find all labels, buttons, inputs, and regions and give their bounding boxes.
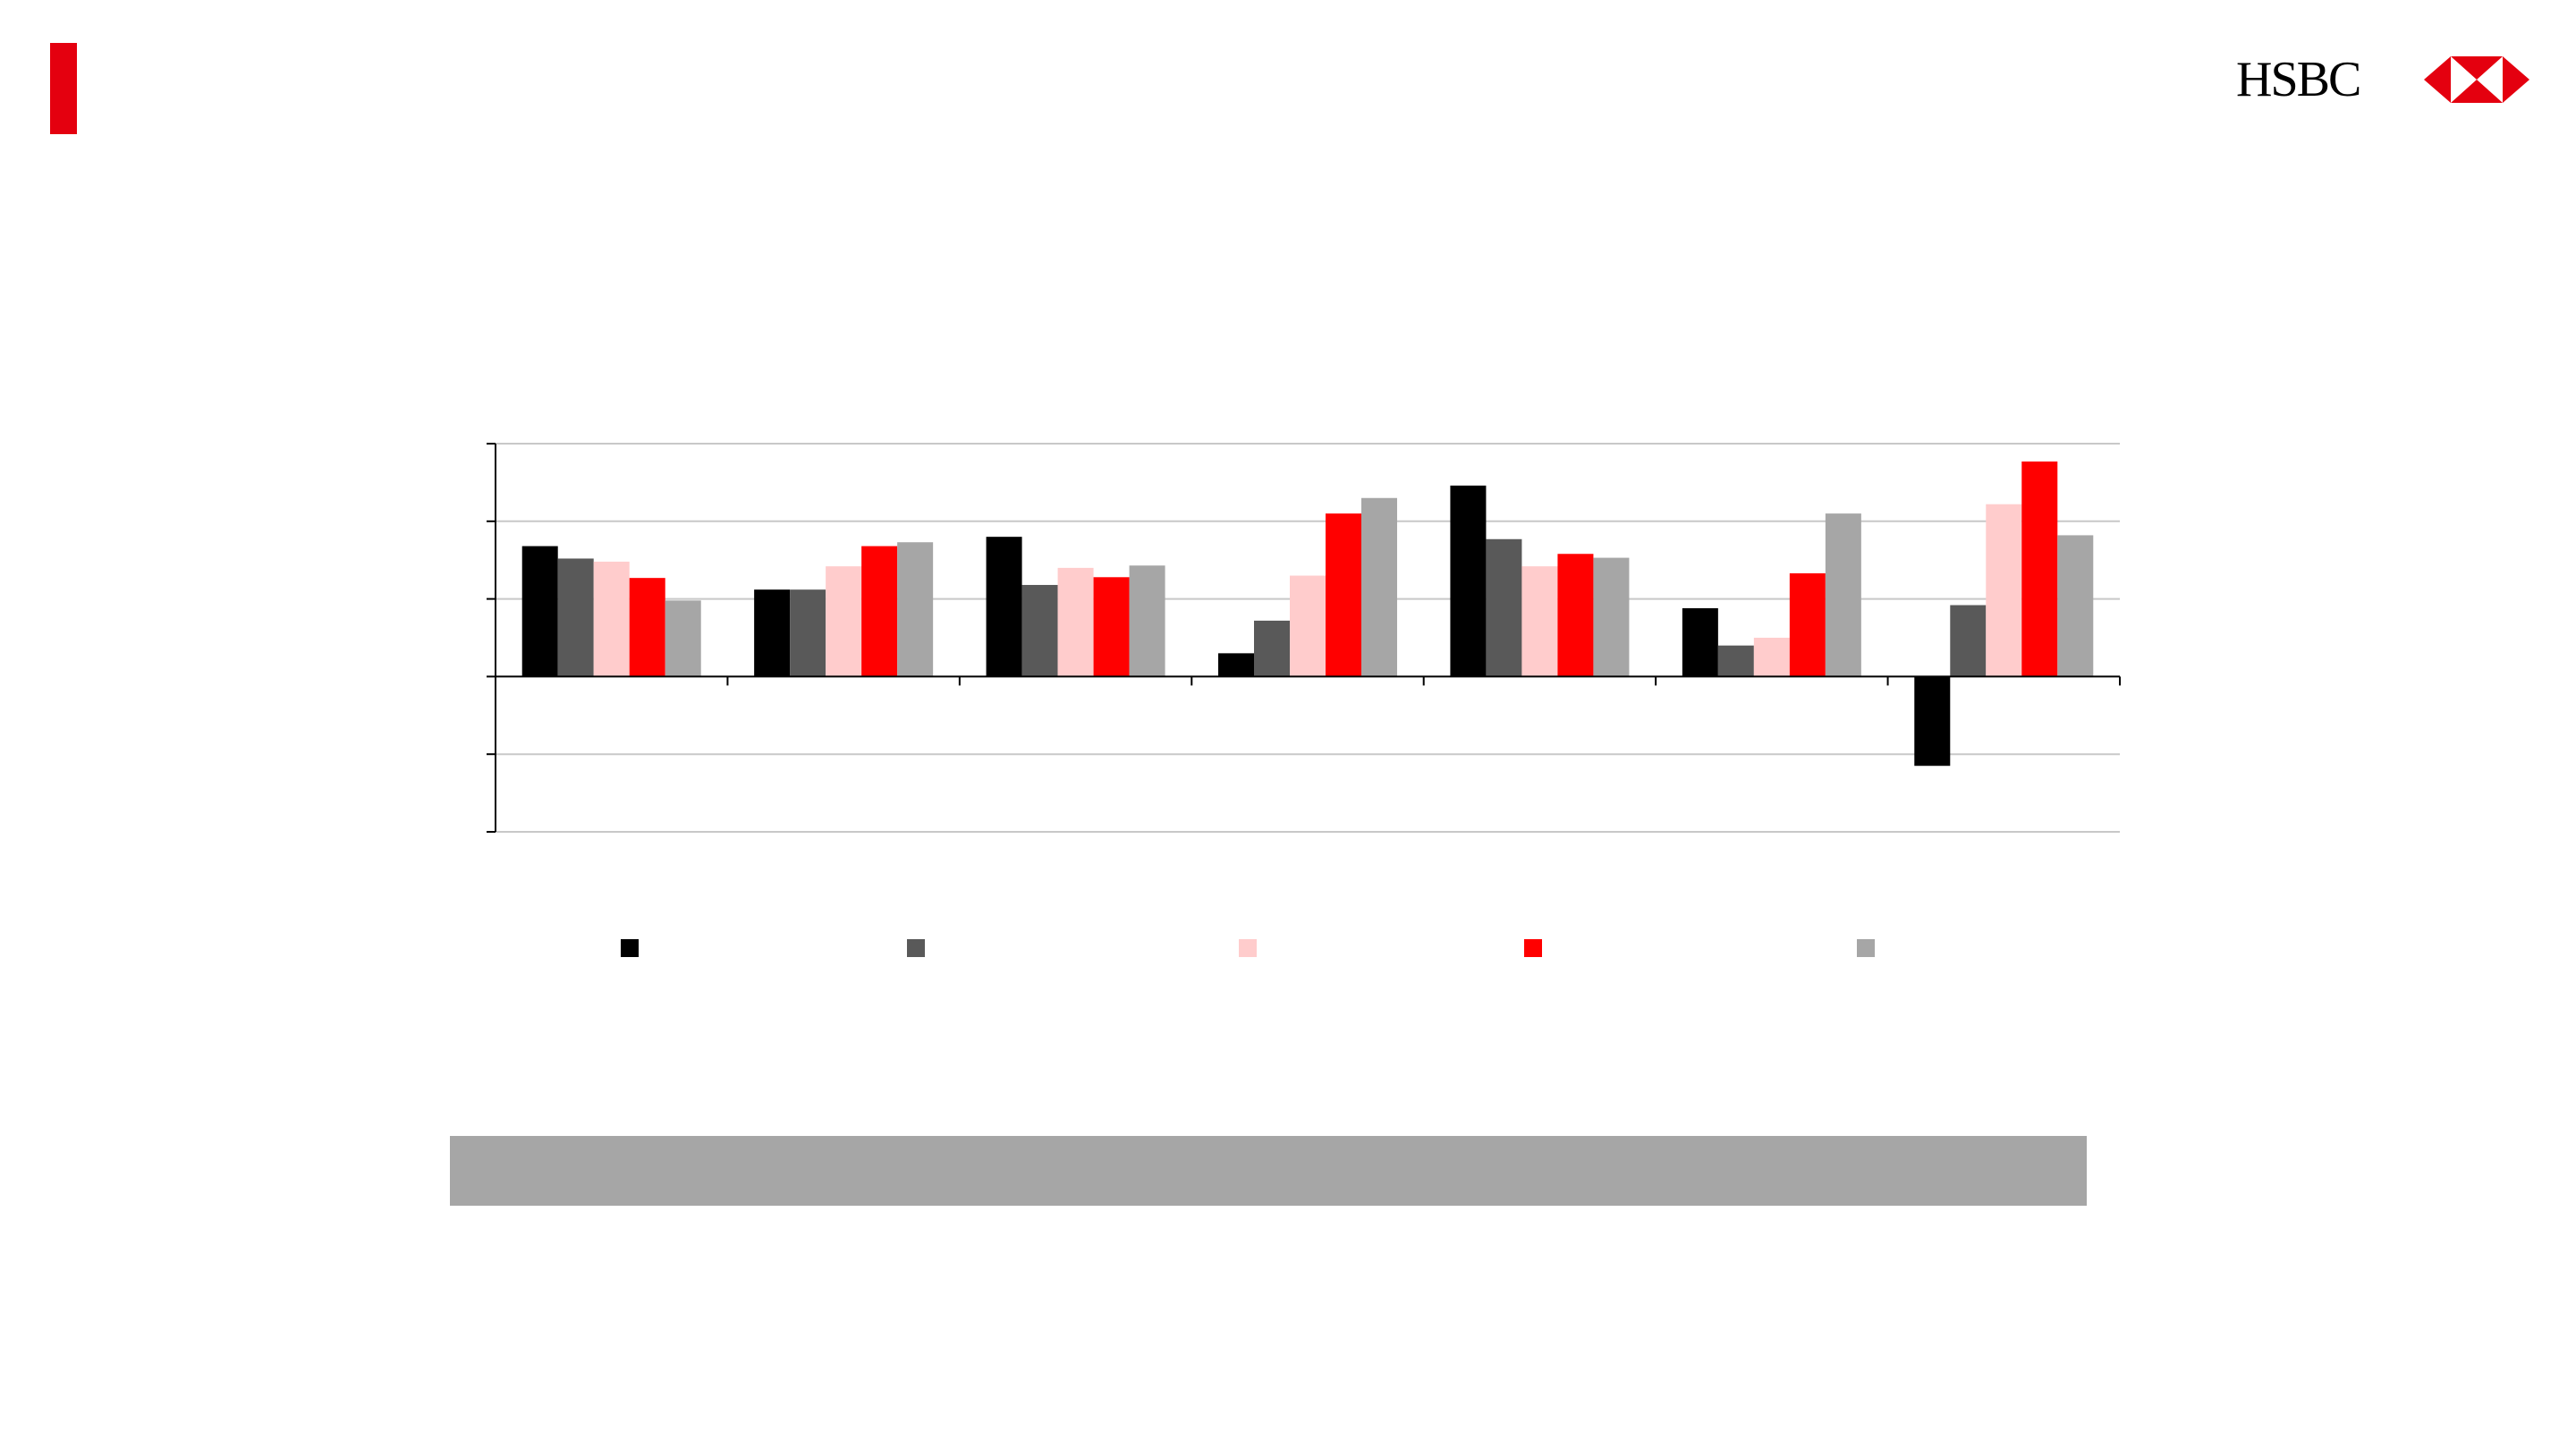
bar-series-5-category-2 [897, 542, 934, 677]
bar-series-2-category-3 [1021, 584, 1058, 677]
bar-series-1-category-1 [521, 546, 558, 677]
bar-series-4-category-1 [629, 578, 665, 677]
bar-series-2-category-1 [557, 558, 594, 677]
legend-swatch [907, 939, 925, 957]
bar-series-1-category-2 [754, 589, 791, 677]
bar-series-5-category-1 [665, 600, 701, 677]
note-bar [450, 1136, 2087, 1206]
legend-item [1239, 930, 1257, 966]
legend-item [1524, 930, 1542, 966]
legend-item [1857, 930, 1875, 966]
bar-series-3-category-3 [1057, 567, 1094, 677]
bar-series-2-category-7 [1950, 605, 1987, 677]
legend-swatch [621, 939, 639, 957]
hsbc-logo: HSBC [2236, 52, 2540, 107]
bar-series-3-category-4 [1290, 575, 1326, 677]
bar-series-5-category-4 [1361, 497, 1397, 677]
accent-bar [50, 43, 77, 134]
legend-item [621, 930, 639, 966]
bar-series-3-category-1 [593, 561, 630, 677]
hsbc-hexagon-icon [2424, 56, 2529, 103]
legend-swatch [1524, 939, 1542, 957]
bar-series-3-category-5 [1521, 566, 1558, 677]
bar-series-5-category-6 [1825, 513, 1861, 677]
bar-series-4-category-2 [861, 546, 898, 677]
bar-series-4-category-3 [1093, 577, 1130, 677]
logo-text: HSBC [2236, 52, 2361, 107]
legend-item [907, 930, 925, 966]
bar-series-2-category-4 [1254, 620, 1290, 677]
bar-series-5-category-7 [2057, 535, 2094, 677]
bar-series-2-category-5 [1486, 538, 1522, 677]
legend-swatch [1857, 939, 1875, 957]
bar-series-4-category-6 [1789, 572, 1826, 677]
bar-series-1-category-7 [1914, 676, 1951, 767]
bar-series-2-category-2 [790, 589, 826, 677]
bar-series-1-category-3 [986, 537, 1022, 677]
bar-series-4-category-5 [1557, 554, 1594, 677]
bar-series-3-category-6 [1753, 638, 1790, 677]
chart-legend [0, 930, 2576, 966]
bar-series-1-category-6 [1682, 608, 1718, 677]
bar-series-3-category-7 [1986, 504, 2022, 677]
bar-series-5-category-5 [1593, 557, 1630, 677]
bar-series-2-category-6 [1717, 645, 1754, 677]
bar-series-1-category-5 [1450, 485, 1487, 677]
bar-series-3-category-2 [826, 566, 862, 677]
bar-series-1-category-4 [1218, 653, 1254, 677]
legend-swatch [1239, 939, 1257, 957]
bar-series-4-category-7 [2021, 461, 2058, 677]
bar-series-4-category-4 [1326, 513, 1361, 677]
bar-series-5-category-3 [1129, 565, 1165, 677]
